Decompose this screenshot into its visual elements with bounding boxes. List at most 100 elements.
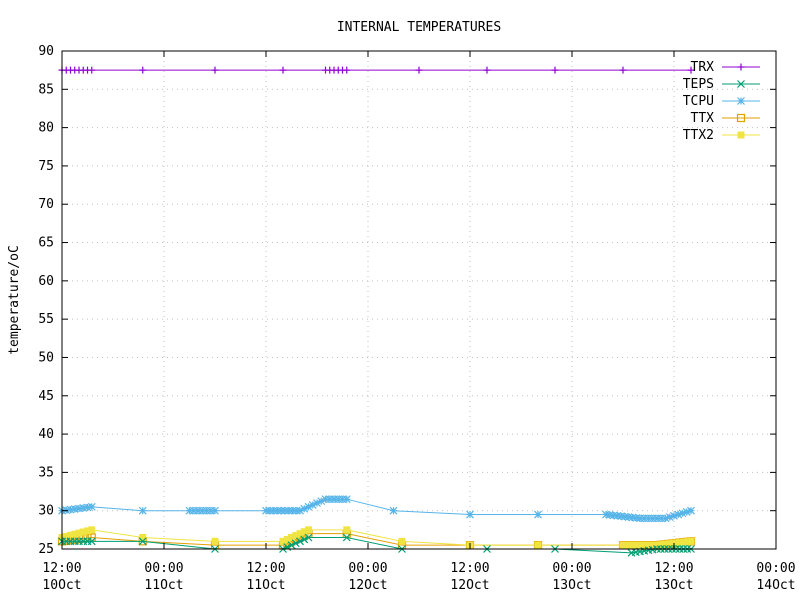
x-tick-date-label: 13Oct (552, 578, 591, 593)
legend-label: TRX (691, 60, 715, 75)
legend: TRX TEPS TCPU TTX TTX2 (683, 60, 760, 143)
legend-item-trx: TRX (691, 60, 760, 75)
data-point (534, 510, 542, 519)
x-tick-time-label: 00:00 (144, 561, 183, 576)
data-point (644, 514, 653, 523)
y-tick-label: 35 (38, 465, 54, 480)
data-point (288, 534, 295, 542)
data-point (139, 66, 147, 74)
data-point (84, 527, 91, 535)
data-point (308, 501, 317, 509)
data-point (71, 530, 79, 538)
data-point (206, 506, 215, 515)
data-point (623, 541, 631, 549)
data-point (288, 506, 297, 515)
data-point (321, 495, 330, 504)
plot-border (61, 50, 777, 550)
data-point (292, 532, 300, 540)
data-point (609, 511, 618, 520)
data-point (620, 512, 629, 521)
data-point (679, 538, 687, 546)
x-tick-date-label: 13Oct (654, 578, 693, 593)
data-point (624, 513, 633, 522)
x-tick-time-label: 12:00 (450, 561, 489, 576)
data-point (300, 528, 308, 536)
data-point (287, 541, 296, 550)
data-point (269, 506, 278, 515)
data-point (279, 537, 287, 545)
legend-swatch-marker (737, 63, 745, 71)
data-point (75, 529, 83, 537)
data-point (189, 506, 198, 515)
data-point (642, 541, 650, 549)
data-point (325, 495, 334, 504)
data-point (284, 506, 293, 515)
legend-label: TTX (691, 111, 715, 126)
y-axis-label: temperature/oC (7, 245, 22, 355)
data-point (676, 539, 684, 547)
data-point (194, 506, 202, 515)
data-point (645, 541, 653, 549)
legend-label: TTX2 (683, 128, 714, 143)
grid (61, 50, 777, 550)
data-point (682, 508, 691, 516)
data-point (668, 539, 676, 547)
data-point (640, 514, 649, 523)
data-point (678, 509, 687, 518)
data-point (262, 506, 270, 515)
data-point (79, 504, 88, 512)
data-point (313, 499, 321, 507)
data-point (638, 541, 646, 549)
data-point (317, 497, 326, 506)
data-point (88, 526, 96, 534)
y-tick-label: 80 (38, 121, 54, 136)
data-point (653, 514, 661, 523)
data-point (630, 541, 638, 549)
data-point (466, 510, 474, 519)
data-point (653, 541, 661, 549)
legend-item-tcpu: TCPU (683, 94, 760, 109)
data-point (304, 502, 313, 511)
data-point (202, 506, 211, 515)
data-point (62, 532, 70, 540)
data-point (664, 540, 672, 548)
data-point (334, 495, 343, 504)
data-point (139, 534, 147, 542)
legend-label: TEPS (683, 77, 714, 92)
data-point (198, 506, 207, 515)
legend-label: TCPU (683, 94, 714, 109)
data-point (296, 506, 304, 515)
data-point (648, 514, 657, 523)
legend-swatch-marker (737, 80, 745, 88)
data-point (211, 66, 219, 74)
y-tick-label: 90 (38, 44, 54, 59)
chart-title: INTERNAL TEMPERATURES (337, 20, 501, 35)
data-point (273, 506, 282, 515)
data-point (657, 514, 666, 523)
data-point (304, 533, 313, 542)
legend-swatch-marker (737, 97, 745, 105)
data-point (66, 505, 75, 514)
x-tick-time-label: 12:00 (246, 561, 285, 576)
data-point (343, 526, 351, 534)
data-point (83, 503, 92, 512)
data-point (665, 513, 674, 522)
data-point (300, 504, 309, 513)
data-point (62, 506, 71, 515)
data-point (627, 541, 635, 549)
data-point (619, 541, 627, 549)
x-tick-date-label: 11Oct (144, 578, 183, 593)
data-point (70, 505, 79, 513)
data-point (415, 66, 423, 74)
data-point (398, 537, 406, 545)
data-point (338, 495, 347, 504)
y-tick-label: 55 (38, 312, 54, 327)
x-tick-date-label: 11Oct (246, 578, 285, 593)
data-point (343, 66, 351, 74)
y-tick-label: 75 (38, 159, 54, 174)
data-point (265, 506, 274, 515)
data-point (87, 502, 96, 511)
data-point (389, 506, 398, 515)
x-tick-time-label: 12:00 (654, 561, 693, 576)
